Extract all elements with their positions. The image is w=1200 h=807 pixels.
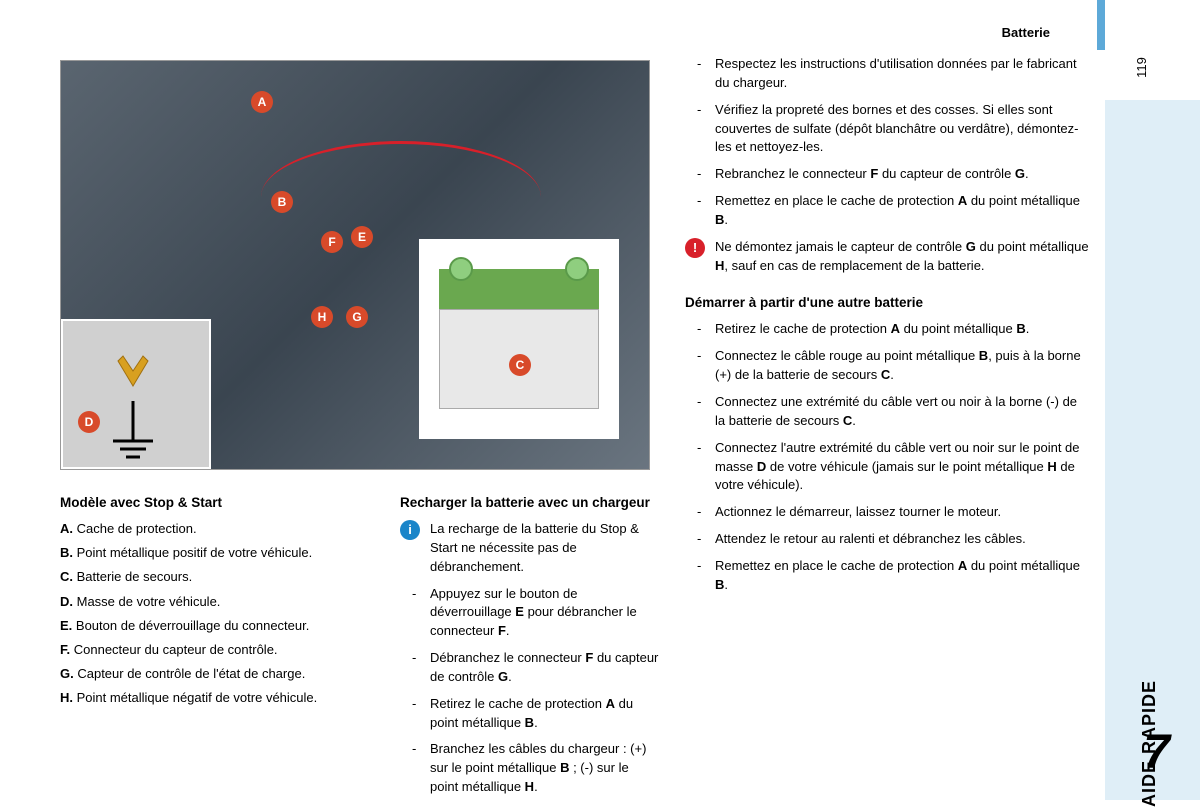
- warning-note: ! Ne démontez jamais le capteur de contr…: [685, 238, 1090, 276]
- diagram-label-a: A: [251, 91, 273, 113]
- jumpstart-heading: Démarrer à partir d'une autre batterie: [685, 295, 1090, 310]
- instruction-step: Branchez les câbles du chargeur : (+) su…: [400, 740, 660, 797]
- terminal-minus-icon: [565, 257, 589, 281]
- instruction-step: Connectez une extrémité du câble vert ou…: [685, 393, 1090, 431]
- instruction-step: Retirez le cache de protection A du poin…: [400, 695, 660, 733]
- recharge-steps-cont: Respectez les instructions d'utilisation…: [685, 55, 1090, 230]
- instruction-step: Connectez le câble rouge au point métall…: [685, 347, 1090, 385]
- legend-item: B. Point métallique positif de votre véh…: [60, 544, 380, 562]
- diagram-label-f: F: [321, 231, 343, 253]
- info-icon: i: [400, 520, 420, 540]
- legend-item: F. Connecteur du capteur de contrôle.: [60, 641, 380, 659]
- legend-item: E. Bouton de déverrouillage du connecteu…: [60, 617, 380, 635]
- ground-inset: D: [61, 319, 211, 469]
- legend-column: Modèle avec Stop & Start A. Cache de pro…: [60, 495, 380, 714]
- instruction-step: Attendez le retour au ralenti et débranc…: [685, 530, 1090, 549]
- instruction-step: Retirez le cache de protection A du poin…: [685, 320, 1090, 339]
- legend-item: H. Point métallique négatif de votre véh…: [60, 689, 380, 707]
- legend-heading: Modèle avec Stop & Start: [60, 495, 380, 510]
- warning-icon: !: [685, 238, 705, 258]
- diagram-label-b: B: [271, 191, 293, 213]
- battery-illustration: C: [419, 239, 619, 439]
- diagram-label-c: C: [509, 354, 531, 376]
- recharge-info-text: La recharge de la batterie du Stop & Sta…: [430, 521, 639, 574]
- recharge-column: Recharger la batterie avec un chargeur i…: [400, 495, 660, 805]
- instruction-step: Appuyez sur le bouton de déverrouillage …: [400, 585, 660, 642]
- battery-diagram: A B E F G H C D: [60, 60, 650, 470]
- right-column: Respectez les instructions d'utilisation…: [685, 55, 1090, 603]
- instruction-step: Vérifiez la propreté des bornes et des c…: [685, 101, 1090, 158]
- instruction-step: Débranchez le connecteur F du capteur de…: [400, 649, 660, 687]
- recharge-info-note: i La recharge de la batterie du Stop & S…: [400, 520, 660, 577]
- warning-text: Ne démontez jamais le capteur de contrôl…: [715, 239, 1089, 273]
- jumpstart-steps: Retirez le cache de protection A du poin…: [685, 320, 1090, 594]
- instruction-step: Rebranchez le connecteur F du capteur de…: [685, 165, 1090, 184]
- ground-icon: [63, 321, 213, 471]
- recharge-heading: Recharger la batterie avec un chargeur: [400, 495, 660, 510]
- red-cable: [261, 141, 541, 221]
- recharge-steps: Appuyez sur le bouton de déverrouillage …: [400, 585, 660, 797]
- instruction-step: Remettez en place le cache de protection…: [685, 192, 1090, 230]
- page-header-title: Batterie: [1002, 25, 1050, 40]
- page-number: 119: [1134, 57, 1149, 78]
- sidebar-chapter-number: 7: [1143, 725, 1170, 780]
- diagram-label-g: G: [346, 306, 368, 328]
- legend-item: C. Batterie de secours.: [60, 568, 380, 586]
- instruction-step: Connectez l'autre extrémité du câble ver…: [685, 439, 1090, 496]
- diagram-label-e: E: [351, 226, 373, 248]
- legend-item: G. Capteur de contrôle de l'état de char…: [60, 665, 380, 683]
- legend-list: A. Cache de protection. B. Point métalliq…: [60, 520, 380, 708]
- terminal-plus-icon: [449, 257, 473, 281]
- blue-tab: [1097, 0, 1105, 50]
- instruction-step: Respectez les instructions d'utilisation…: [685, 55, 1090, 93]
- instruction-step: Remettez en place le cache de protection…: [685, 557, 1090, 595]
- diagram-label-h: H: [311, 306, 333, 328]
- legend-item: A. Cache de protection.: [60, 520, 380, 538]
- instruction-step: Actionnez le démarreur, laissez tourner …: [685, 503, 1090, 522]
- legend-item: D. Masse de votre véhicule.: [60, 593, 380, 611]
